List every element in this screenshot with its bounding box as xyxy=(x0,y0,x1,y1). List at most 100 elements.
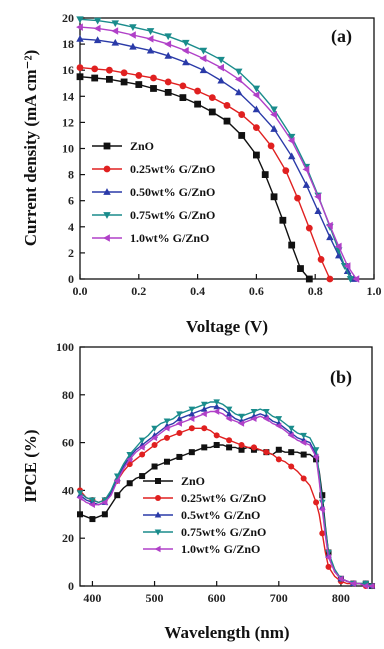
x-tick-label: 600 xyxy=(208,591,226,605)
legend-marker xyxy=(103,142,111,150)
data-point xyxy=(349,580,356,587)
data-point xyxy=(146,28,155,35)
data-point xyxy=(282,167,290,175)
data-point xyxy=(188,449,195,456)
legend-label: 0.25wt% G/ZnO xyxy=(130,162,215,176)
data-point xyxy=(120,78,128,86)
data-point xyxy=(213,399,220,406)
data-point xyxy=(238,441,245,448)
data-point xyxy=(182,39,190,47)
data-point xyxy=(139,473,146,480)
data-point xyxy=(200,410,207,418)
data-point xyxy=(312,447,320,454)
x-tick-label: 800 xyxy=(332,591,350,605)
data-point xyxy=(201,425,208,432)
data-point xyxy=(343,262,351,270)
data-point xyxy=(368,582,375,590)
data-point xyxy=(235,88,243,96)
legend-item: 1.0wt% G/ZnO xyxy=(92,231,209,245)
x-tick-label: 400 xyxy=(83,591,101,605)
data-point xyxy=(223,102,231,109)
data-point xyxy=(208,108,216,116)
data-point xyxy=(199,54,207,63)
y-tick-label: 0 xyxy=(68,579,74,593)
y-tick-label: 2 xyxy=(68,246,74,260)
data-point xyxy=(270,193,278,201)
data-point xyxy=(146,46,155,54)
legend-marker xyxy=(103,188,111,195)
x-tick-label: 700 xyxy=(270,591,288,605)
legend-a: ZnO 0.25wt% G/ZnO 0.50wt% G/ZnO 0.75wt% G/Z… xyxy=(92,139,215,245)
data-point xyxy=(314,207,322,215)
data-point xyxy=(163,458,170,465)
data-point xyxy=(129,31,136,39)
legend-label: 0.75wt% G/ZnO xyxy=(181,525,266,539)
series-1 xyxy=(76,64,334,283)
data-point xyxy=(217,63,225,72)
data-point xyxy=(325,554,332,561)
data-point xyxy=(76,64,84,71)
data-point xyxy=(76,23,83,31)
legend-marker xyxy=(155,478,161,484)
series-0 xyxy=(76,73,313,283)
x-axis-title-a: Voltage (V) xyxy=(186,317,268,336)
data-point xyxy=(325,563,332,570)
data-point xyxy=(343,267,352,275)
data-point xyxy=(302,181,311,188)
x-tick-label: 0.0 xyxy=(73,284,88,298)
data-point xyxy=(288,463,295,470)
data-point xyxy=(164,40,172,48)
data-point xyxy=(76,73,84,81)
data-point xyxy=(76,494,83,501)
data-point xyxy=(91,74,99,82)
data-point xyxy=(250,444,257,451)
legend-marker xyxy=(154,529,162,536)
data-point xyxy=(270,106,278,114)
data-point xyxy=(213,408,220,415)
y-tick-label: 6 xyxy=(68,194,74,208)
data-point xyxy=(270,110,277,119)
data-point xyxy=(120,69,128,77)
data-point xyxy=(138,437,146,444)
data-point xyxy=(319,530,326,537)
data-point xyxy=(77,511,83,518)
data-point xyxy=(146,35,154,43)
x-tick-label: 0.4 xyxy=(190,284,205,298)
data-point xyxy=(176,411,183,418)
y-tick-label: 10 xyxy=(62,142,74,156)
data-point xyxy=(126,456,133,463)
data-point xyxy=(114,492,121,499)
x-tick-label: 0.2 xyxy=(131,284,146,298)
data-point xyxy=(150,85,157,92)
data-point xyxy=(226,437,233,444)
data-point xyxy=(164,88,172,96)
data-point xyxy=(135,72,143,79)
legend-item: 0.50wt% G/ZnO xyxy=(92,185,215,199)
data-point xyxy=(238,446,245,453)
data-point xyxy=(234,75,242,84)
data-point xyxy=(325,221,333,230)
data-point xyxy=(181,46,189,55)
data-point xyxy=(297,265,304,272)
data-point xyxy=(176,430,183,437)
x-tick-label: 500 xyxy=(146,591,164,605)
data-point xyxy=(287,136,295,145)
data-point xyxy=(151,434,158,442)
data-point xyxy=(352,275,360,283)
data-point xyxy=(194,100,201,108)
y-tick-label: 80 xyxy=(62,388,74,402)
data-point xyxy=(326,275,334,283)
legend-marker xyxy=(103,234,110,242)
data-point xyxy=(223,117,231,125)
data-point xyxy=(287,425,295,432)
data-point xyxy=(76,34,84,42)
data-point xyxy=(111,20,120,28)
x-tick-label: 0.6 xyxy=(249,284,264,298)
data-point xyxy=(300,451,307,458)
legend-item: 0.75wt% G/ZnO xyxy=(92,208,215,222)
data-point xyxy=(313,499,320,506)
data-point xyxy=(101,499,108,506)
data-point xyxy=(113,473,121,480)
legend-label: 0.50wt% G/ZnO xyxy=(130,185,215,199)
